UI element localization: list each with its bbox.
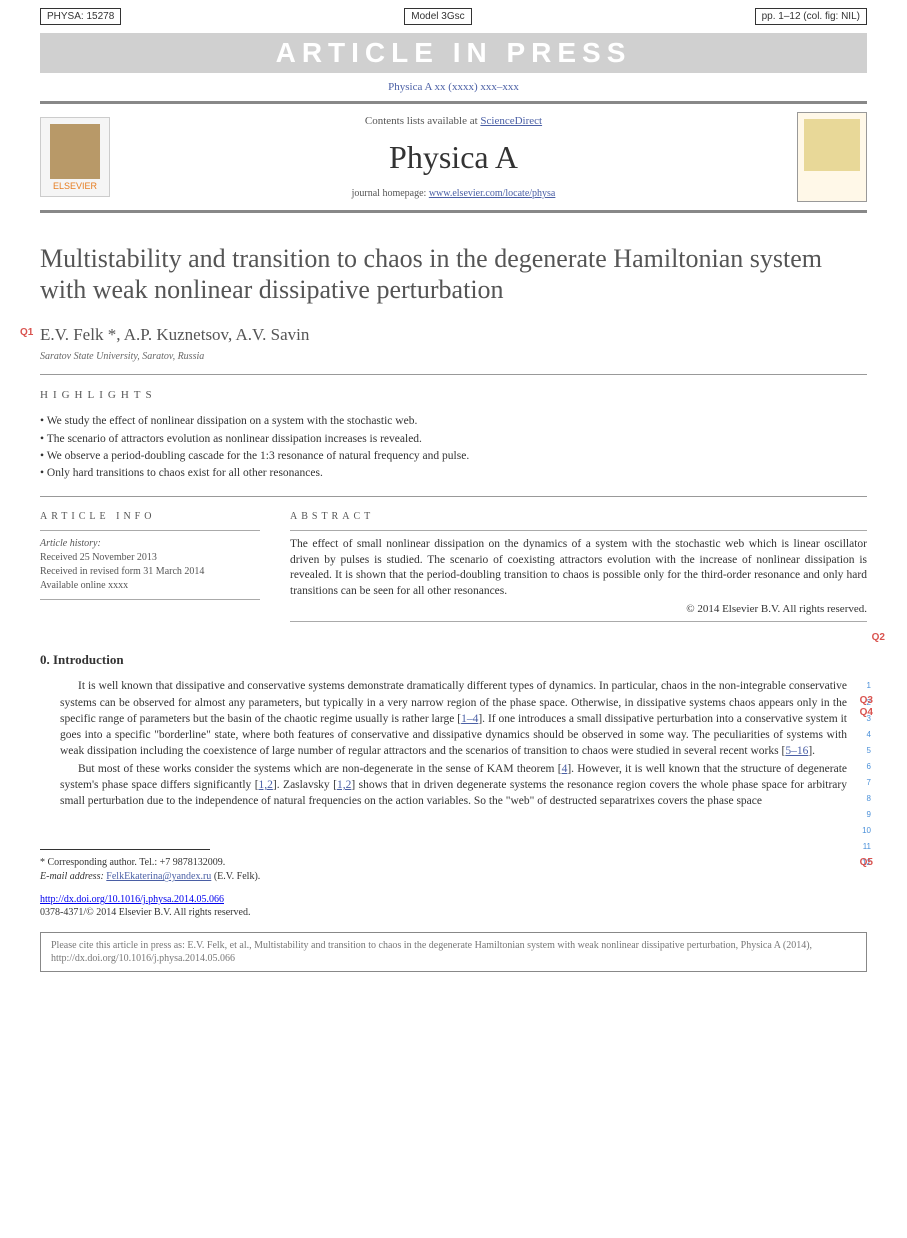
article-info-heading: ARTICLE INFO xyxy=(40,511,260,522)
corresponding-author-footnote: * Corresponding author. Tel.: +7 9878132… xyxy=(40,856,867,884)
email-suffix: (E.V. Felk). xyxy=(211,871,260,882)
rule-after-affiliation xyxy=(40,374,867,375)
line-num: 9 xyxy=(862,807,871,823)
abstract-column: ABSTRACT The effect of small nonlinear d… xyxy=(290,511,867,628)
email-line: E-mail address: FelkEkaterina@yandex.ru … xyxy=(40,870,867,884)
abstract-copyright: © 2014 Elsevier B.V. All rights reserved… xyxy=(290,603,867,615)
para1-c: ]. xyxy=(808,745,815,757)
doi-link: http://dx.doi.org/10.1016/j.physa.2014.0… xyxy=(40,894,867,905)
ref-link[interactable]: 1,2 xyxy=(259,779,273,791)
homepage-line: journal homepage: www.elsevier.com/locat… xyxy=(120,188,787,199)
line-num: 10 xyxy=(862,823,871,839)
highlights-section: HIGHLIGHTS We study the effect of nonlin… xyxy=(40,389,867,482)
introduction-body: 1 2 3 4 5 6 7 8 9 10 11 12 Q3 Q4 Q5 It i… xyxy=(60,678,847,809)
header-box-right: pp. 1–12 (col. fig: NIL) xyxy=(755,8,867,25)
info-abstract-row: ARTICLE INFO Article history: Received 2… xyxy=(40,511,867,628)
intro-para-1: It is well known that dissipative and co… xyxy=(60,678,847,758)
journal-cover-thumbnail xyxy=(797,112,867,202)
history-label: Article history: xyxy=(40,538,101,549)
corr-author-line: * Corresponding author. Tel.: +7 9878132… xyxy=(40,856,867,870)
doi-url[interactable]: http://dx.doi.org/10.1016/j.physa.2014.0… xyxy=(40,894,224,905)
email-link[interactable]: FelkEkaterina@yandex.ru xyxy=(106,871,211,882)
abstract-rule xyxy=(290,530,867,531)
sciencedirect-link[interactable]: ScienceDirect xyxy=(480,115,542,127)
header-box-center: Model 3Gsc xyxy=(404,8,471,25)
cover-thumb-inner xyxy=(804,119,860,171)
line-num: 7 xyxy=(862,775,871,791)
authors-line: E.V. Felk *, A.P. Kuznetsov, A.V. Savin xyxy=(40,325,867,345)
intro-para-2: But most of these works consider the sys… xyxy=(60,761,847,809)
highlight-item: Only hard transitions to chaos exist for… xyxy=(40,465,867,482)
elsevier-logo: ELSEVIER xyxy=(40,117,110,197)
citation-box: Please cite this article in press as: E.… xyxy=(40,932,867,972)
affiliation: Saratov State University, Saratov, Russi… xyxy=(40,351,867,362)
journal-reference: Physica A xx (xxxx) xxx–xxx xyxy=(0,77,907,101)
article-title: Multistability and transition to chaos i… xyxy=(40,243,867,305)
q1-marker: Q1 xyxy=(20,327,33,338)
ref-link[interactable]: 1,2 xyxy=(337,779,351,791)
q5-marker: Q5 xyxy=(860,856,873,870)
info-rule-bottom xyxy=(40,599,260,600)
q4-marker: Q4 xyxy=(860,706,873,720)
article-info-column: ARTICLE INFO Article history: Received 2… xyxy=(40,511,260,628)
line-num: 8 xyxy=(862,791,871,807)
ref-link[interactable]: 1–4 xyxy=(461,713,478,725)
q2-marker: Q2 xyxy=(872,632,885,643)
abstract-heading: ABSTRACT xyxy=(290,511,867,522)
received-date: Received 25 November 2013 xyxy=(40,552,157,563)
line-num: 4 xyxy=(862,727,871,743)
footnote-separator xyxy=(40,849,210,850)
line-num: 1 xyxy=(862,678,871,694)
line-num: 5 xyxy=(862,743,871,759)
elsevier-tree-icon xyxy=(50,124,100,179)
journal-name: Physica A xyxy=(120,139,787,176)
ref-link[interactable]: 5–16 xyxy=(785,745,808,757)
highlight-item: The scenario of attractors evolution as … xyxy=(40,431,867,448)
highlights-list: We study the effect of nonlinear dissipa… xyxy=(40,413,867,482)
rule-after-highlights xyxy=(40,496,867,497)
article-history: Article history: Received 25 November 20… xyxy=(40,537,260,593)
info-rule xyxy=(40,530,260,531)
highlight-item: We observe a period-doubling cascade for… xyxy=(40,448,867,465)
para2-a: But most of these works consider the sys… xyxy=(78,763,562,775)
line-num: 11 xyxy=(862,839,871,855)
proof-header-bar: PHYSA: 15278 Model 3Gsc pp. 1–12 (col. f… xyxy=(0,0,907,29)
homepage-prefix: journal homepage: xyxy=(352,188,429,199)
highlights-heading: HIGHLIGHTS xyxy=(40,389,867,401)
contents-available-line: Contents lists available at ScienceDirec… xyxy=(120,115,787,127)
line-num: 6 xyxy=(862,759,871,775)
highlight-item: We study the effect of nonlinear dissipa… xyxy=(40,413,867,430)
email-label: E-mail address: xyxy=(40,871,106,882)
abstract-text: The effect of small nonlinear dissipatio… xyxy=(290,537,867,599)
revised-date: Received in revised form 31 March 2014 xyxy=(40,566,204,577)
elsevier-label: ELSEVIER xyxy=(53,181,97,191)
article-in-press-banner: ARTICLE IN PRESS xyxy=(40,33,867,73)
online-date: Available online xxxx xyxy=(40,580,128,591)
para2-c: ]. Zaslavsky [ xyxy=(273,779,337,791)
header-box-left: PHYSA: 15278 xyxy=(40,8,121,25)
contents-prefix: Contents lists available at xyxy=(365,115,480,127)
copyright-footer: 0378-4371/© 2014 Elsevier B.V. All right… xyxy=(40,907,867,918)
intro-heading: 0. Introduction xyxy=(40,652,867,668)
masthead-center: Contents lists available at ScienceDirec… xyxy=(120,115,787,199)
homepage-link[interactable]: www.elsevier.com/locate/physa xyxy=(429,188,556,199)
abstract-rule-bottom xyxy=(290,621,867,622)
journal-masthead: ELSEVIER Contents lists available at Sci… xyxy=(40,101,867,213)
